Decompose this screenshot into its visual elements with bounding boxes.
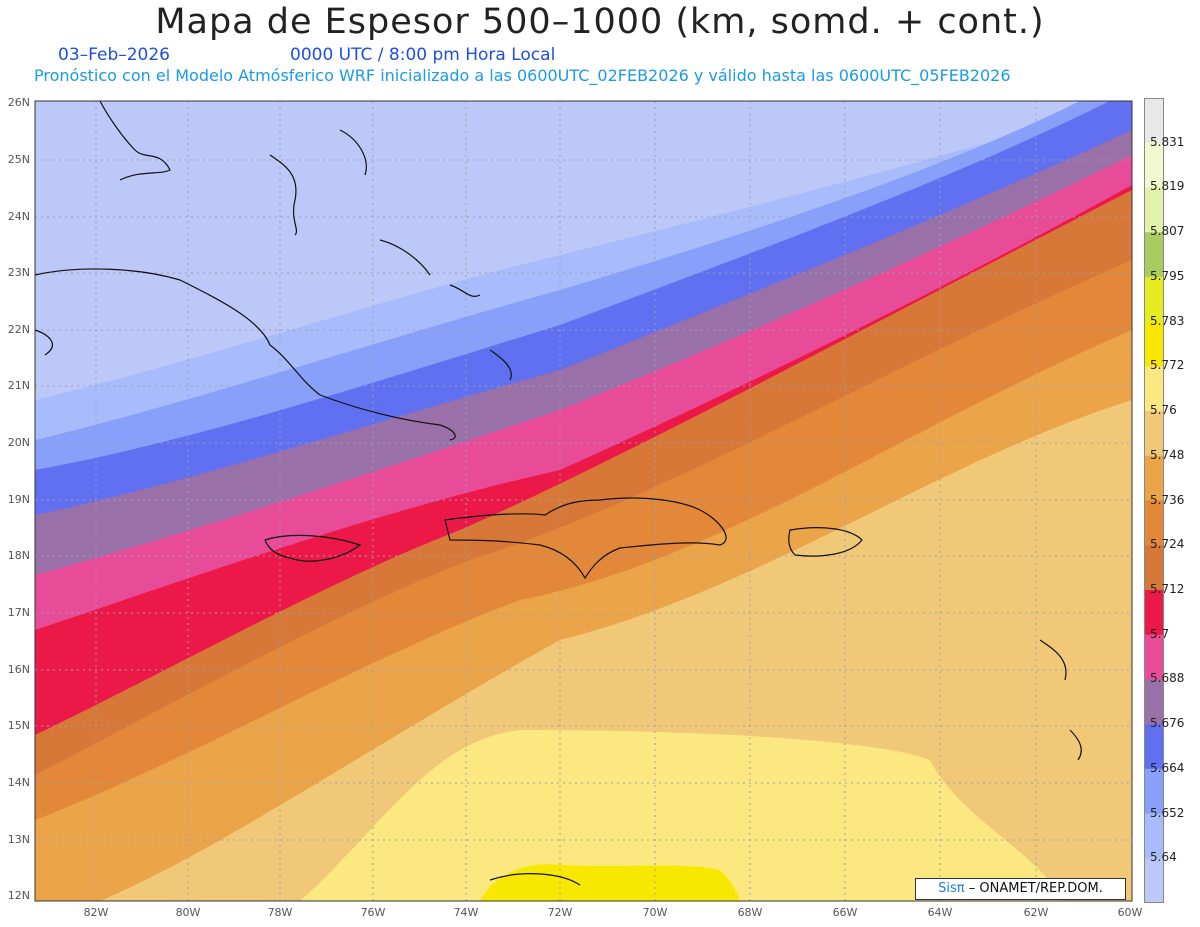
colorbar-label: 5.676 [1150,716,1185,731]
leeward-islands [1039,639,1067,681]
colorbar-label: 5.688 [1150,671,1185,686]
lat-label: 21N [7,379,30,392]
lat-label: 16N [7,663,30,676]
lon-label: 66W [832,906,858,919]
lon-label: 62W [1023,906,1049,919]
florida-coast [99,100,171,181]
lon-label: 70W [642,906,668,919]
map-title: Mapa de Espesor 500–1000 (km, somd. + co… [155,2,1045,42]
colorbar-label: 5.712 [1150,581,1185,596]
colorbar-swatch [1144,98,1164,144]
south-america-coast [489,873,581,886]
colorbar-swatch [1144,724,1164,770]
colorbar-label: 5.807 [1150,224,1185,239]
colorbar-label: 5.652 [1150,805,1185,820]
hispaniola-coast [444,497,727,580]
forecast-time: 0000 UTC / 8:00 pm Hora Local [290,45,556,65]
colorbar-label: 5.76 [1150,403,1177,418]
sispi-logo: Sisπ [938,881,965,896]
colorbar-label: 5.748 [1150,447,1185,462]
lat-label: 12N [7,889,30,902]
colorbar-swatch [1144,276,1164,323]
colorbar-label: 5.783 [1150,313,1185,328]
colorbar-swatch [1144,500,1164,546]
puerto-rico-coast [788,527,863,557]
lat-label: 19N [7,493,30,506]
colorbar-swatch [1144,142,1164,188]
colorbar-label: 5.795 [1150,268,1185,283]
forecast-date: 03–Feb–2026 [58,45,170,65]
cuba-west [34,329,53,356]
colorbar-label: 5.7 [1150,626,1170,641]
grid-lines [35,101,1132,901]
colorbar-swatch [1144,634,1164,680]
bahamas-long [379,239,431,276]
colorbar-swatch [1144,813,1164,859]
lon-label: 68W [737,906,763,919]
lat-label: 13N [7,833,30,846]
lon-label: 72W [547,906,573,919]
lon-label: 64W [927,906,953,919]
colorbar-label: 5.736 [1150,492,1185,507]
colorbar-swatch [1144,455,1164,501]
colorbar-swatch [1144,187,1164,233]
lat-label: 15N [7,719,30,732]
colorbar-label: 5.819 [1150,179,1185,194]
lat-label: 17N [7,606,30,619]
bahamas-andros [269,154,298,236]
colorbar-swatch [1144,589,1164,636]
bahamas-south [449,284,481,297]
colorbar-swatch [1144,366,1164,412]
turks-caicos [489,349,512,381]
colorbar-swatch [1144,321,1164,367]
coastlines [34,100,1082,886]
lon-label: 82W [83,906,109,919]
colorbar-label: 5.772 [1150,358,1185,373]
credit-text: – ONAMET/REP.DOM. [968,881,1103,896]
martinique [1069,729,1082,761]
cuba-coast [34,268,456,441]
lat-label: 18N [7,549,30,562]
lat-label: 14N [7,776,30,789]
lon-label: 76W [360,906,386,919]
lon-label: 78W [267,906,293,919]
colorbar-label: 5.724 [1150,537,1185,552]
colorbar-swatch [1144,768,1164,815]
jamaica-coast [264,534,362,562]
colorbar-swatch [1144,858,1164,903]
bahamas-eleuthera [339,129,367,176]
colorbar-label: 5.831 [1150,134,1185,149]
forecast-info: Pronóstico con el Modelo Atmósferico WRF… [34,66,1011,85]
lat-label: 23N [7,266,30,279]
lon-label: 60W [1117,906,1143,919]
colorbar-swatch [1144,679,1164,725]
lat-label: 25N [7,153,30,166]
colorbar-swatch [1144,545,1164,591]
lon-label: 80W [175,906,201,919]
lat-label: 22N [7,323,30,336]
lat-label: 24N [7,210,30,223]
map-frame [34,100,1133,902]
lon-label: 74W [453,906,479,919]
credit-box: Sisπ – ONAMET/REP.DOM. [915,878,1126,900]
lat-label: 20N [7,436,30,449]
colorbar [1144,98,1164,903]
lat-label: 26N [7,96,30,109]
colorbar-swatch [1144,411,1164,457]
colorbar-swatch [1144,232,1164,278]
colorbar-label: 5.664 [1150,760,1185,775]
colorbar-label: 5.64 [1150,850,1177,865]
